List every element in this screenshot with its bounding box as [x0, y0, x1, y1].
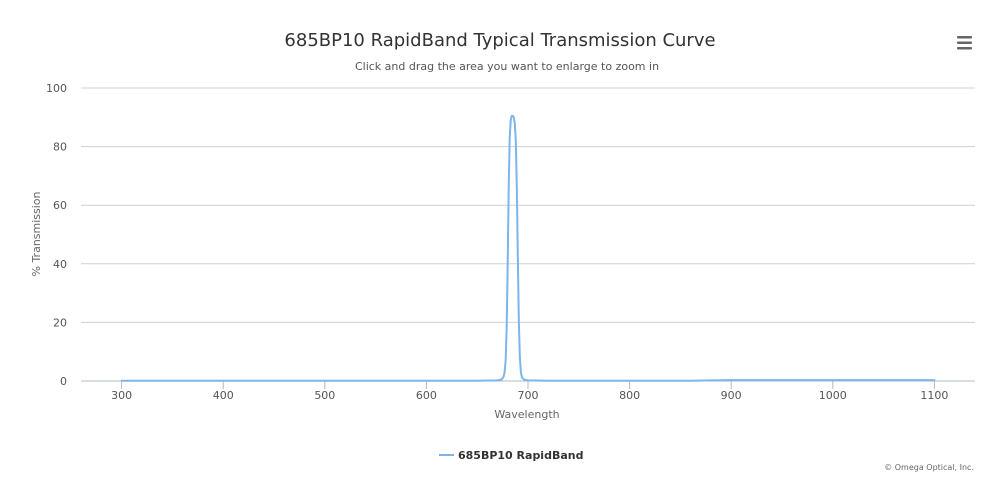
x-tick-label: 900 — [721, 389, 742, 402]
x-tick-label: 300 — [111, 389, 132, 402]
x-tick-label: 1000 — [819, 389, 847, 402]
legend-label[interactable]: 685BP10 RapidBand — [458, 449, 583, 462]
hamburger-menu-icon[interactable] — [950, 30, 978, 54]
chart-subtitle: Click and drag the area you want to enla… — [355, 60, 659, 73]
chart-title: 685BP10 RapidBand Typical Transmission C… — [284, 30, 715, 51]
x-tick-label: 600 — [416, 389, 437, 402]
credits-text[interactable]: © Omega Optical, Inc. — [884, 463, 974, 472]
series-line-0[interactable] — [120, 114, 936, 382]
y-axis-ticks: 0 20 40 60 80 100 — [46, 82, 67, 388]
x-tick-label: 800 — [619, 389, 640, 402]
y-tick-label: 100 — [46, 82, 67, 95]
x-tick-label: 700 — [518, 389, 539, 402]
y-tick-label: 80 — [53, 141, 67, 154]
series-layer — [120, 114, 936, 382]
x-tick-label: 400 — [213, 389, 234, 402]
y-tick-label: 60 — [53, 199, 67, 212]
y-tick-label: 20 — [53, 316, 67, 329]
y-tick-label: 0 — [60, 375, 67, 388]
y-tick-label: 40 — [53, 258, 67, 271]
x-tick-label: 500 — [314, 389, 335, 402]
menu-bar-bottom — [957, 47, 972, 50]
y-axis-title: % Transmission — [30, 191, 43, 276]
legend[interactable]: 685BP10 RapidBand — [439, 449, 583, 462]
menu-bar-top — [957, 36, 972, 39]
x-axis-title: Wavelength — [494, 408, 559, 421]
x-axis-ticks: 300 400 500 600 700 800 900 1000 1100 — [111, 381, 948, 402]
menu-bar-middle — [957, 41, 972, 44]
grid-lines — [81, 87, 975, 323]
x-tick-label: 1100 — [920, 389, 948, 402]
